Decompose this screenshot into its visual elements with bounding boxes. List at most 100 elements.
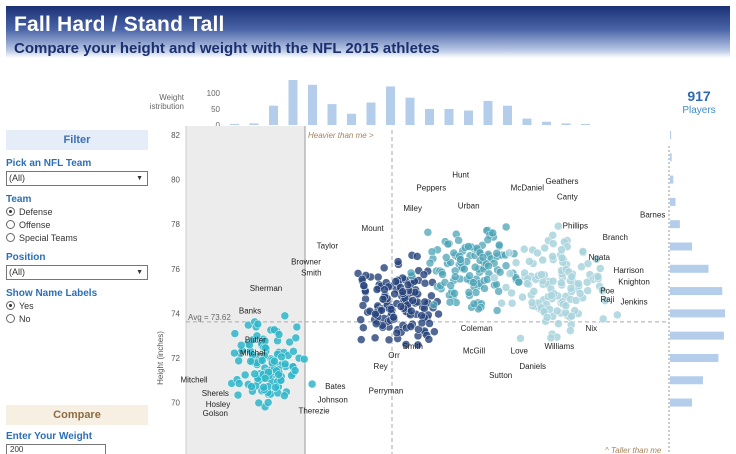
height-dist-bar [670,398,692,407]
player-name-label: Smith [402,342,422,351]
player-point [501,222,511,232]
player-point [516,334,525,343]
player-point [583,286,592,295]
player-point [261,374,270,383]
player-point [537,270,546,279]
player-name-label: Harrison [614,266,644,275]
player-point [540,243,549,253]
player-point [480,284,489,293]
radio-offense[interactable]: Offense [6,218,148,231]
player-point [574,279,583,288]
player-point [359,281,368,290]
player-point [401,340,411,349]
height-dist-bar [670,220,680,229]
player-point [582,278,592,287]
player-point [370,333,380,343]
y-tick-label: 82 [171,131,180,140]
player-name-label: Therezie [298,407,330,416]
y-tick-label: 80 [171,176,180,185]
player-point [511,258,521,267]
team-dropdown[interactable]: (All) ▼ [6,171,148,186]
radio-empty-icon [6,233,15,242]
player-name-label: Butler [245,335,266,344]
player-point [379,263,389,273]
player-point [548,276,558,286]
players-count-label: Players [682,105,716,116]
player-point [561,301,571,311]
radio-no-label: No [19,313,31,324]
player-point [442,253,451,262]
player-name-label: McDaniel [511,184,545,193]
player-point [245,340,254,350]
player-point [546,333,556,343]
player-point [469,278,478,287]
player-name-label: Miley [403,204,422,213]
player-name-label: Poe [600,286,615,295]
radio-empty-icon [6,220,15,229]
player-point [525,257,534,266]
player-point [291,333,301,343]
radio-names-no[interactable]: No [6,312,148,325]
player-point [292,322,302,332]
player-point [583,259,593,268]
player-point [356,315,365,324]
player-point [552,306,562,316]
weight-input[interactable]: 200 [6,444,106,454]
player-point [519,244,529,254]
player-point [548,231,557,240]
y-tick-label: 78 [171,220,180,229]
player-point [419,270,429,279]
player-point [593,272,603,281]
height-dist-bar [670,153,672,162]
player-point [483,235,493,245]
height-dist-bar [670,242,692,251]
radio-selected-icon [6,301,15,310]
player-point [274,330,284,339]
player-point [489,273,499,283]
player-name-label: Barnes [640,210,665,219]
player-point [557,253,567,263]
height-dist-bar [670,331,724,340]
player-point [274,370,283,379]
player-name-label: Canty [557,193,578,202]
player-point [420,297,430,307]
player-point [280,391,289,400]
player-point [253,319,263,329]
radio-yes-label: Yes [19,300,34,311]
player-name-label: Daniels [519,362,546,371]
weight-dist-bar [483,100,493,125]
player-point [299,354,309,364]
player-point [271,383,280,392]
player-point [252,331,262,341]
player-name-label: Rey [374,362,388,371]
chevron-down-icon: ▼ [136,269,143,276]
radio-defense[interactable]: Defense [6,205,148,218]
height-distribution-chart [668,131,725,454]
player-name-label: Raji [600,295,614,304]
weight-dist-title-line2: Distribution [150,102,184,111]
position-dropdown[interactable]: (All) ▼ [6,265,148,280]
names-filter-label: Show Name Labels [6,288,98,299]
player-point [557,278,566,288]
radio-special-teams[interactable]: Special Teams [6,231,148,244]
player-point [412,252,422,261]
radio-offense-label: Offense [19,219,51,230]
player-point [257,356,267,365]
player-point [277,352,286,362]
height-dist-bar [670,131,672,139]
player-name-label: Jenkins [620,297,647,306]
player-point [484,261,493,271]
weight-dist-bar [249,123,259,125]
player-point [495,267,505,277]
y-tick-label: 70 [171,399,180,408]
player-point [280,359,290,369]
taller-annotation: ^ Taller than me [605,446,662,454]
player-point [263,398,273,407]
position-dropdown-value: (All) [9,267,25,277]
radio-names-yes[interactable]: Yes [6,299,148,312]
filter-heading: Filter [6,130,148,150]
player-point [566,326,575,335]
player-point [494,240,504,250]
player-point [470,262,480,272]
weight-dist-bar [308,84,317,125]
